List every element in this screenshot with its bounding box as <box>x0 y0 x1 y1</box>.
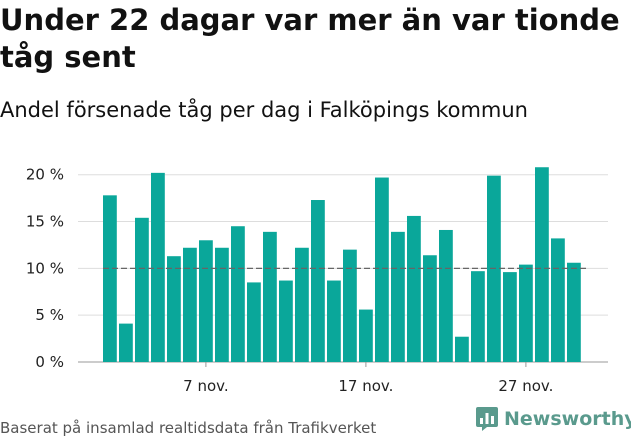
y-axis-labels: 0 % 5 % 10 % 15 % 20 % <box>26 166 64 371</box>
bar <box>199 240 213 362</box>
bar <box>455 336 469 362</box>
bar <box>375 177 389 362</box>
x-tick-label: 7 nov. <box>183 377 228 395</box>
y-tick-label: 5 % <box>35 306 64 324</box>
bar <box>247 282 261 362</box>
bar <box>263 231 277 362</box>
bar-chart: 0 % 5 % 10 % 15 % 20 % 7 nov. 17 nov. 27 nov. <box>26 166 608 395</box>
bar <box>407 215 421 362</box>
bar <box>231 226 245 362</box>
bar <box>343 249 357 362</box>
chart-title: Under 22 dagar var mer än var tionde tåg… <box>0 3 620 74</box>
bar <box>471 271 485 362</box>
newsworthy-logo: Newsworthy <box>475 406 631 432</box>
y-tick-label: 20 % <box>26 166 64 184</box>
bar <box>519 264 533 362</box>
bar <box>279 280 293 362</box>
bars <box>103 167 581 362</box>
bar <box>551 238 565 362</box>
bar <box>391 231 405 362</box>
bar <box>311 200 325 362</box>
x-axis-labels: 7 nov. 17 nov. 27 nov. <box>183 362 553 395</box>
bar <box>535 167 549 362</box>
x-tick-label: 17 nov. <box>338 377 393 395</box>
x-tick-label: 27 nov. <box>498 377 553 395</box>
bar <box>167 256 181 362</box>
bar <box>135 217 149 362</box>
bar <box>151 172 165 362</box>
y-tick-label: 0 % <box>35 353 64 371</box>
bar <box>295 247 309 362</box>
bar <box>359 309 373 362</box>
bar <box>215 247 229 362</box>
brand-name: Newsworthy <box>504 408 631 430</box>
bar <box>103 195 117 362</box>
bar <box>503 272 517 362</box>
y-tick-label: 15 % <box>26 213 64 231</box>
newsworthy-logo-icon <box>476 407 498 431</box>
source-note: Baserat på insamlad realtidsdata från Tr… <box>0 419 377 437</box>
chart-subtitle: Andel försenade tåg per dag i Falköpings… <box>0 98 528 122</box>
bar <box>183 247 197 362</box>
bar <box>567 262 581 362</box>
bar <box>439 229 453 362</box>
bar <box>423 255 437 362</box>
bar <box>327 280 341 362</box>
bar <box>119 323 133 362</box>
y-tick-label: 10 % <box>26 259 64 277</box>
